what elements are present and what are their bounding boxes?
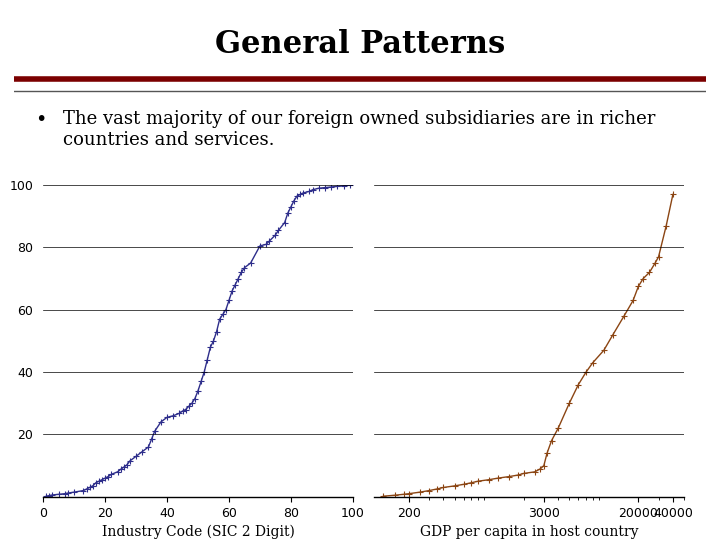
Text: •: • — [35, 110, 47, 129]
Text: General Patterns: General Patterns — [215, 29, 505, 60]
X-axis label: Industry Code (SIC 2 Digit): Industry Code (SIC 2 Digit) — [102, 525, 294, 539]
Text: The vast majority of our foreign owned subsidiaries are in richer
countries and : The vast majority of our foreign owned s… — [63, 110, 655, 149]
X-axis label: GDP per capita in host country: GDP per capita in host country — [420, 525, 639, 539]
